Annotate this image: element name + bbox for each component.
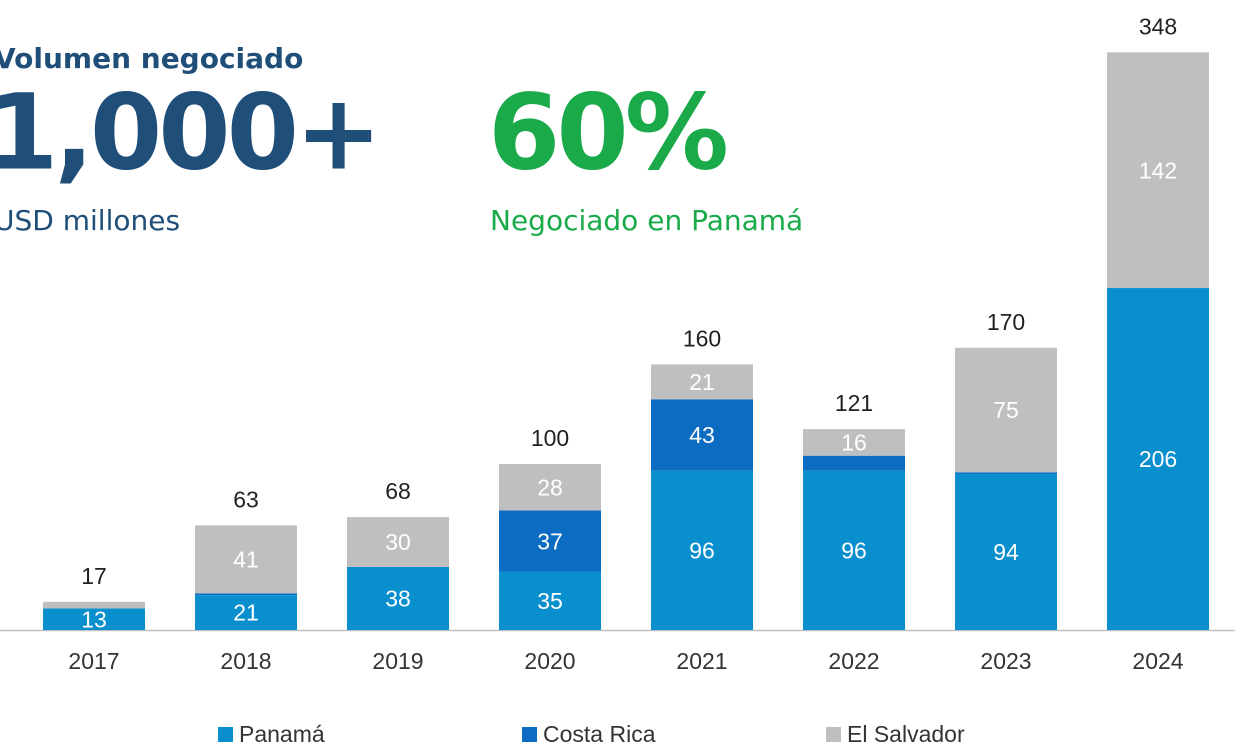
- bar-segment: [195, 593, 297, 596]
- bar-segment: [1107, 52, 1209, 289]
- total-label: 100: [531, 425, 569, 451]
- legend-label: El Salvador: [847, 721, 965, 747]
- segment-label: 96: [841, 537, 867, 563]
- segment-label: 41: [233, 547, 259, 573]
- bar-segment: [651, 470, 753, 630]
- bar-segment: [803, 429, 905, 456]
- bar-segment: [955, 473, 1057, 630]
- legend-swatch: [522, 727, 537, 742]
- bar-segment: [43, 608, 145, 630]
- headline-title: Volumen negociado: [0, 42, 303, 75]
- total-label: 348: [1139, 13, 1177, 39]
- x-tick-label: 2021: [676, 648, 727, 674]
- total-label: 160: [683, 325, 721, 351]
- total-label: 170: [987, 309, 1025, 335]
- segment-label: 30: [385, 529, 411, 555]
- segment-label: 206: [1139, 446, 1177, 472]
- total-label: 63: [233, 486, 259, 512]
- segment-label: 142: [1139, 157, 1177, 183]
- segment-label: 28: [537, 474, 563, 500]
- segment-label: 38: [385, 586, 411, 612]
- bar-segment: [499, 571, 601, 630]
- bar-segment: [499, 510, 601, 572]
- bar-segment: [651, 399, 753, 471]
- bar-segment: [195, 525, 297, 594]
- bar-segment: [347, 566, 449, 630]
- bar-segment: [43, 601, 145, 609]
- bar-segment: [195, 595, 297, 630]
- segment-label: 35: [537, 588, 563, 614]
- x-tick-label: 2017: [68, 648, 119, 674]
- x-tick-label: 2018: [220, 648, 271, 674]
- segment-label: 21: [689, 369, 715, 395]
- segment-label: 16: [841, 429, 867, 455]
- x-tick-label: 2024: [1132, 648, 1183, 674]
- total-label: 68: [385, 478, 411, 504]
- segment-label: 13: [81, 606, 107, 632]
- headline-share: 60%: [488, 71, 726, 193]
- bar-segment: [955, 347, 1057, 473]
- segment-label: 75: [993, 397, 1019, 423]
- legend-label: Costa Rica: [543, 721, 656, 747]
- headline-share-label: Negociado en Panamá: [490, 204, 803, 237]
- headline-number: 1,000+: [0, 71, 378, 193]
- x-tick-label: 2022: [828, 648, 879, 674]
- legend-swatch: [826, 727, 841, 742]
- x-tick-label: 2020: [524, 648, 575, 674]
- legend-label: Panamá: [239, 721, 325, 747]
- bar-segment: [651, 364, 753, 400]
- segment-label: 96: [689, 537, 715, 563]
- bar-segment: [803, 470, 905, 630]
- bar-segment: [803, 455, 905, 471]
- total-label: 121: [835, 390, 873, 416]
- bar-segment: [955, 472, 1057, 474]
- total-label: 17: [81, 563, 107, 589]
- x-tick-label: 2019: [372, 648, 423, 674]
- bar-segment: [1107, 288, 1209, 630]
- bar-segment: [347, 517, 449, 567]
- segment-label: 43: [689, 422, 715, 448]
- segment-label: 94: [993, 539, 1019, 565]
- legend-swatch: [218, 727, 233, 742]
- headline-unit: USD millones: [0, 204, 180, 237]
- segment-label: 37: [537, 528, 563, 554]
- bar-segment: [499, 464, 601, 511]
- segment-label: 21: [233, 600, 259, 626]
- x-tick-label: 2023: [980, 648, 1031, 674]
